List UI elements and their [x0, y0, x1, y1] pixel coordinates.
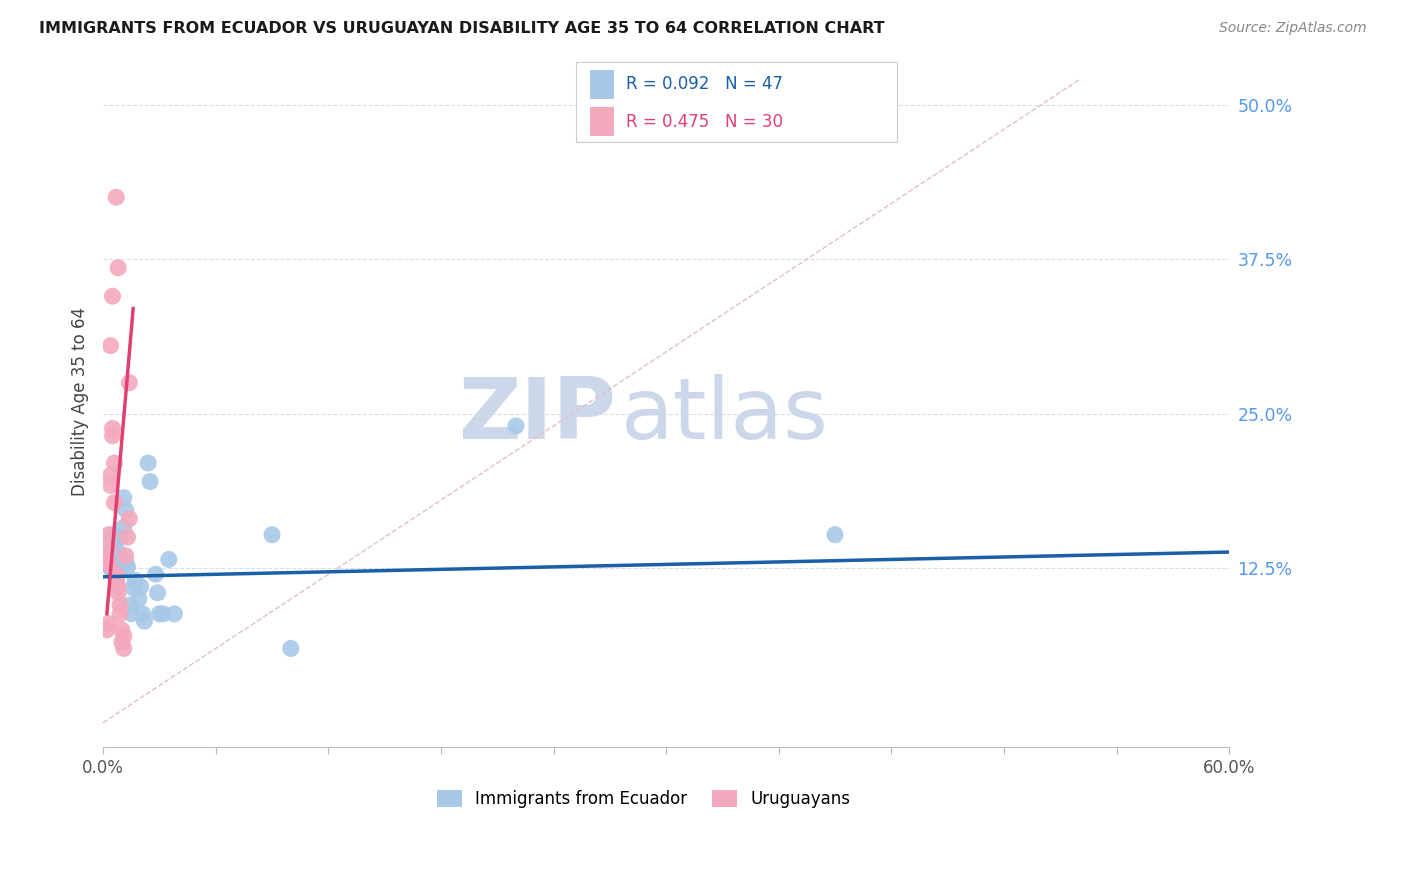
Point: [105, 570, 128, 584]
Point: [101, 558, 124, 572]
FancyBboxPatch shape: [589, 70, 614, 99]
Point: [107, 260, 129, 275]
Point: [96, 549, 118, 563]
FancyBboxPatch shape: [589, 107, 614, 136]
Point: [131, 607, 153, 621]
Point: [103, 456, 125, 470]
Point: [108, 598, 131, 612]
Point: [105, 567, 128, 582]
Text: R = 0.475   N = 30: R = 0.475 N = 30: [626, 112, 783, 131]
FancyBboxPatch shape: [576, 62, 897, 142]
Point: [129, 580, 152, 594]
Point: [97, 540, 120, 554]
Point: [117, 530, 139, 544]
Point: [152, 607, 174, 621]
Point: [111, 623, 134, 637]
Point: [105, 574, 128, 588]
Point: [97, 558, 120, 572]
Point: [112, 629, 135, 643]
Legend: Immigrants from Ecuador, Uruguayans: Immigrants from Ecuador, Uruguayans: [430, 784, 858, 815]
Point: [100, 533, 122, 547]
Point: [103, 567, 125, 582]
Point: [112, 520, 135, 534]
Text: ZIP: ZIP: [458, 374, 616, 457]
Point: [505, 419, 527, 434]
Point: [111, 561, 134, 575]
Point: [163, 607, 186, 621]
Y-axis label: Disability Age 35 to 64: Disability Age 35 to 64: [72, 307, 89, 496]
Point: [108, 607, 131, 621]
Point: [107, 580, 129, 594]
Point: [101, 429, 124, 443]
Point: [824, 527, 846, 541]
Point: [146, 586, 169, 600]
Point: [107, 586, 129, 600]
Point: [107, 567, 129, 582]
Text: atlas: atlas: [621, 374, 830, 457]
Point: [103, 551, 125, 566]
Text: R = 0.092   N = 47: R = 0.092 N = 47: [626, 75, 783, 94]
Point: [101, 561, 124, 575]
Point: [134, 614, 156, 628]
Point: [100, 478, 122, 492]
Point: [120, 607, 142, 621]
Point: [101, 539, 124, 553]
Point: [100, 542, 122, 557]
Point: [97, 616, 120, 631]
Point: [118, 598, 141, 612]
Point: [105, 190, 128, 204]
Point: [100, 468, 122, 483]
Point: [128, 592, 150, 607]
Point: [103, 495, 125, 509]
Point: [103, 545, 125, 559]
Point: [122, 581, 145, 595]
Point: [139, 475, 162, 489]
Point: [114, 555, 136, 569]
Point: [108, 530, 131, 544]
Point: [107, 552, 129, 566]
Point: [97, 527, 120, 541]
Point: [96, 552, 118, 566]
Point: [114, 549, 136, 563]
Point: [260, 527, 283, 541]
Point: [148, 607, 170, 621]
Point: [136, 456, 159, 470]
Point: [97, 552, 120, 566]
Point: [101, 421, 124, 435]
Point: [124, 574, 146, 588]
Point: [145, 567, 167, 582]
Text: IMMIGRANTS FROM ECUADOR VS URUGUAYAN DISABILITY AGE 35 TO 64 CORRELATION CHART: IMMIGRANTS FROM ECUADOR VS URUGUAYAN DIS…: [39, 21, 884, 37]
Point: [96, 623, 118, 637]
Point: [114, 503, 136, 517]
Point: [101, 527, 124, 541]
Point: [157, 552, 180, 566]
Point: [117, 560, 139, 574]
Text: Source: ZipAtlas.com: Source: ZipAtlas.com: [1219, 21, 1367, 36]
Point: [112, 491, 135, 505]
Point: [97, 558, 120, 572]
Point: [100, 338, 122, 352]
Point: [112, 641, 135, 656]
Point: [118, 511, 141, 525]
Point: [111, 635, 134, 649]
Point: [105, 533, 128, 547]
Point: [280, 641, 302, 656]
Point: [107, 545, 129, 559]
Point: [108, 555, 131, 569]
Point: [118, 376, 141, 390]
Point: [101, 289, 124, 303]
Point: [100, 561, 122, 575]
Point: [105, 558, 128, 572]
